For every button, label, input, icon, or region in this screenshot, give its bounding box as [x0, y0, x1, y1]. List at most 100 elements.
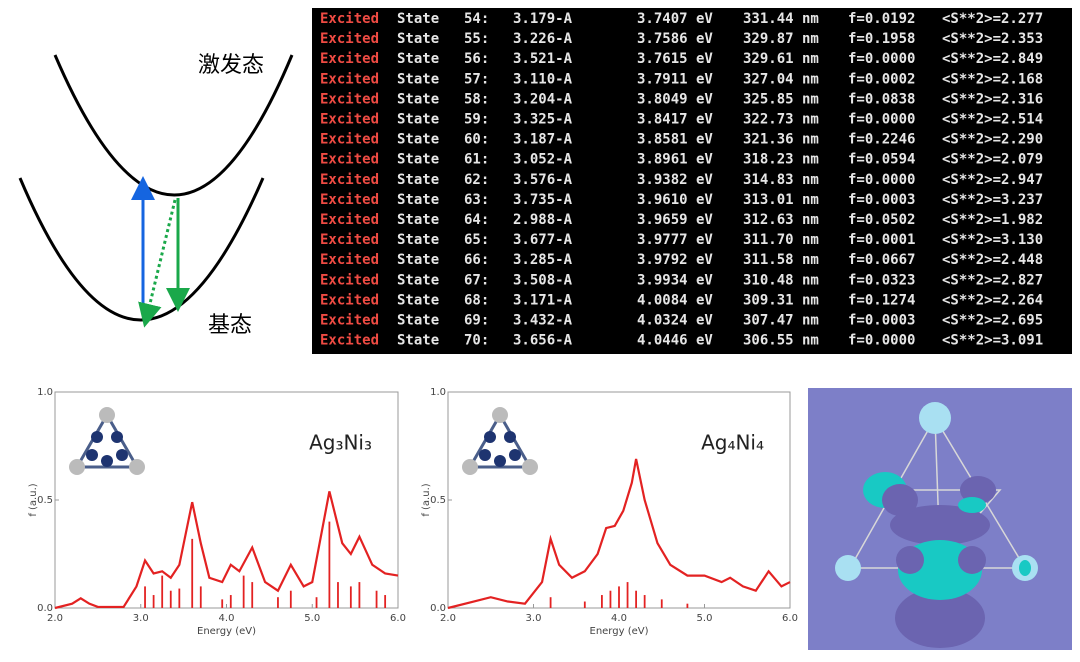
terminal-cell: 62: [464, 172, 489, 188]
terminal-cell: 56: [464, 51, 489, 67]
terminal-cell: 3.204-A [513, 91, 573, 107]
terminal-cell: 2.988-A [513, 212, 573, 228]
terminal-cell: 329.61 nm [743, 51, 819, 67]
terminal-cell: 4.0446 eV [637, 333, 713, 349]
terminal-cell: State [397, 292, 439, 308]
excited-keyword: Excited [320, 252, 379, 268]
terminal-cell: <S**2>=3.237 [942, 192, 1043, 208]
atom [116, 449, 128, 461]
terminal-cell: f=0.0594 [848, 152, 915, 168]
y-tick-label: 1.0 [37, 387, 53, 398]
energy-diagram: 激发态 基态 [18, 53, 294, 338]
excited-keyword: Excited [320, 333, 379, 349]
y-axis-label: f (a.u.) [421, 483, 432, 516]
terminal-cell: <S**2>=2.514 [942, 112, 1043, 128]
terminal-cell: State [397, 152, 439, 168]
terminal-cell: 3.508-A [513, 272, 573, 288]
terminal-cell: 3.226-A [513, 31, 573, 47]
x-tick-label: 6.0 [390, 613, 406, 624]
spectrum-line [54, 491, 399, 610]
terminal-cell: f=0.1274 [848, 292, 915, 308]
terminal-cell: 306.55 nm [743, 333, 819, 349]
terminal-cell: 3.9382 eV [637, 172, 713, 188]
x-tick-label: 4.0 [219, 613, 235, 624]
terminal-cell: State [397, 91, 439, 107]
plot-frame [447, 391, 791, 609]
terminal-cell: State [397, 172, 439, 188]
terminal-cell: 64: [464, 212, 489, 228]
terminal-cell: State [397, 313, 439, 329]
terminal-cell: f=0.0000 [848, 112, 915, 128]
terminal-cell: 4.0084 eV [637, 292, 713, 308]
terminal-cell: 318.23 nm [743, 152, 819, 168]
excited-keyword: Excited [320, 313, 379, 329]
terminal-cell: State [397, 333, 439, 349]
terminal-cell: 3.8961 eV [637, 152, 713, 168]
atom [69, 459, 85, 475]
excited-keyword: Excited [320, 71, 379, 87]
terminal-cell: 311.70 nm [743, 232, 819, 248]
terminal-cell: 55: [464, 31, 489, 47]
terminal-cell: 327.04 nm [743, 71, 819, 87]
terminal-cell: 60: [464, 132, 489, 148]
terminal-cell: State [397, 132, 439, 148]
terminal-cell: f=0.0502 [848, 212, 915, 228]
excited-keyword: Excited [320, 232, 379, 248]
y-tick-label: 0.0 [430, 603, 446, 614]
terminal-cell: 61: [464, 152, 489, 168]
terminal-cell: f=0.2246 [848, 132, 915, 148]
terminal-cell: 312.63 nm [743, 212, 819, 228]
atom [86, 449, 98, 461]
terminal-cell: <S**2>=2.849 [942, 51, 1043, 67]
atom [484, 431, 496, 443]
terminal-cell: <S**2>=1.982 [942, 212, 1043, 228]
terminal-cell: 313.01 nm [743, 192, 819, 208]
terminal-cell: 3.187-A [513, 132, 573, 148]
excited-keyword: Excited [320, 91, 379, 107]
atom [462, 459, 478, 475]
terminal-cell: 3.7586 eV [637, 31, 713, 47]
terminal-cell: 3.432-A [513, 313, 573, 329]
terminal-cell: 3.735-A [513, 192, 573, 208]
annotation: Ag₃Ni₃ [309, 431, 372, 455]
atom [129, 459, 145, 475]
terminal-cell: 65: [464, 232, 489, 248]
y-tick-label: 0.0 [37, 603, 53, 614]
terminal-cell: 3.656-A [513, 333, 573, 349]
terminal-cell: State [397, 272, 439, 288]
annotation: Ag₄Ni₄ [701, 431, 764, 455]
terminal-cell: <S**2>=2.947 [942, 172, 1043, 188]
terminal-cell: 325.85 nm [743, 91, 819, 107]
terminal-bg [312, 8, 1072, 354]
terminal-cell: 54: [464, 11, 489, 27]
terminal-cell: 67: [464, 272, 489, 288]
terminal-cell: 310.48 nm [743, 272, 819, 288]
terminal-cell: State [397, 11, 439, 27]
terminal-cell: <S**2>=2.168 [942, 71, 1043, 87]
terminal-cell: 3.8417 eV [637, 112, 713, 128]
terminal-cell: 3.8581 eV [637, 132, 713, 148]
ground-label: 基态 [208, 313, 252, 338]
terminal-cell: f=0.0838 [848, 91, 915, 107]
x-tick-label: 5.0 [304, 613, 320, 624]
terminal-cell: 3.9792 eV [637, 252, 713, 268]
orbital-image [808, 388, 1072, 650]
terminal-cell: <S**2>=2.290 [942, 132, 1043, 148]
terminal-cell: 309.31 nm [743, 292, 819, 308]
x-tick-label: 2.0 [47, 613, 63, 624]
atom [494, 455, 506, 467]
terminal-cell: 3.285-A [513, 252, 573, 268]
excited-keyword: Excited [320, 212, 379, 228]
terminal-cell: 59: [464, 112, 489, 128]
terminal-cell: State [397, 212, 439, 228]
terminal-cell: <S**2>=2.264 [942, 292, 1043, 308]
terminal-cell: 3.9777 eV [637, 232, 713, 248]
excited-keyword: Excited [320, 132, 379, 148]
terminal-cell: 322.73 nm [743, 112, 819, 128]
terminal-cell: 3.7911 eV [637, 71, 713, 87]
excited-keyword: Excited [320, 112, 379, 128]
excited-curve [53, 54, 294, 197]
atom [91, 431, 103, 443]
terminal-cell: f=0.0002 [848, 71, 915, 87]
terminal-cell: 321.36 nm [743, 132, 819, 148]
